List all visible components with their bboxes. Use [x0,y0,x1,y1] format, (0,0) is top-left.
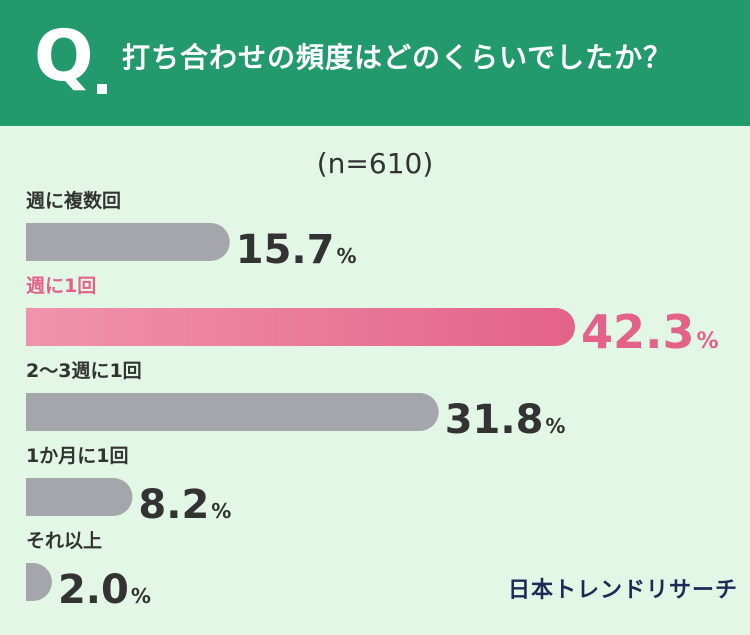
value-label: 2.0% [58,567,151,613]
q-mark: Q [34,15,94,97]
category-label: 週に複数回 [26,189,121,212]
bar [26,308,575,346]
category-label: 1か月に1回 [26,445,128,467]
category-label: それ以上 [26,530,102,552]
sample-size: (n=610) [316,147,434,180]
value-label: 15.7% [236,227,357,273]
question-text: 打ち合わせの頻度はどのくらいでしたか？ [122,41,673,74]
bar [26,223,230,261]
bar [26,563,52,601]
bar [26,393,439,431]
value-label: 31.8% [445,397,566,443]
value-label: 8.2% [138,482,231,528]
brand-logo: 日本トレンドリサーチ [508,578,739,603]
category-label: 週に1回 [26,275,96,297]
category-label: 2～3週に1回 [26,360,142,382]
q-dot [97,84,107,94]
value-label: 42.3% [581,305,719,359]
question-header: Q 打ち合わせの頻度はどのくらいでしたか？ [0,0,750,126]
bar [26,478,133,516]
